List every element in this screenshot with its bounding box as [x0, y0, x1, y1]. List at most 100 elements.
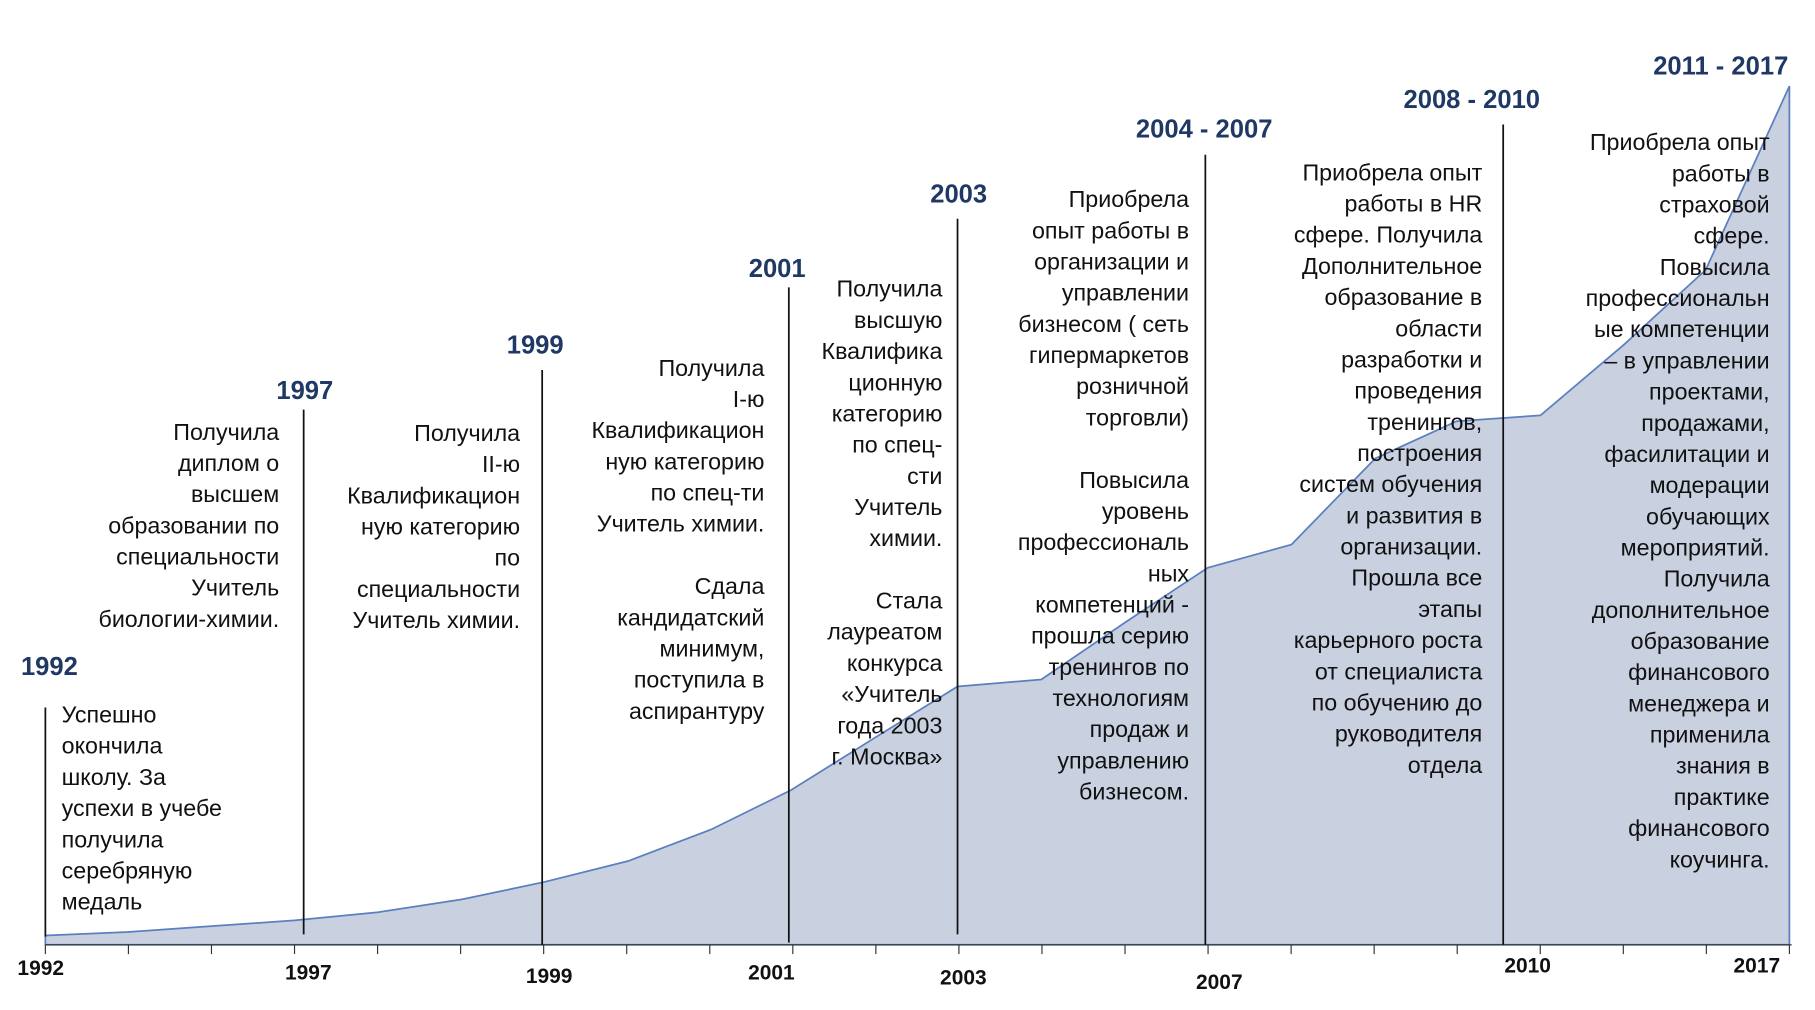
milestone-text: Квалификацион [347, 482, 520, 508]
milestone-text: «Учитель [841, 681, 942, 707]
milestone-text: фасилитации и [1604, 441, 1769, 467]
milestone-text: диплом о [178, 450, 279, 476]
milestone-text: применила [1650, 722, 1770, 748]
milestone-text: Квалификацион [591, 417, 764, 443]
milestone-text: Приобрела опыт [1302, 159, 1482, 185]
milestone-text: организации. [1340, 534, 1482, 560]
milestone-text: лауреатом [827, 619, 942, 645]
milestone-text: торговли) [1086, 404, 1189, 430]
axis-label: 1992 [17, 957, 64, 980]
milestone-text: категорию [832, 400, 943, 426]
milestone-text: финансового [1628, 815, 1769, 841]
milestone-text: специальности [116, 544, 279, 570]
milestone-text: химии. [869, 525, 942, 551]
milestone-text: Дополнительное [1302, 253, 1482, 279]
milestone-text: образование в [1324, 284, 1482, 310]
milestone-text: уровень [1102, 498, 1189, 524]
milestone-text: по спец-ти [651, 480, 765, 506]
milestone-text: сфере. [1694, 223, 1770, 249]
milestone-text: Получила [658, 355, 764, 381]
milestone-text: ных [1148, 560, 1190, 586]
milestone-text: технологиям [1053, 685, 1190, 711]
milestone-text: кандидатский [617, 604, 764, 630]
milestone-text: организации и [1034, 249, 1189, 275]
milestone-text: высшую [854, 307, 942, 333]
milestone-year: 1997 [276, 377, 333, 405]
milestone-text: Квалифика [822, 338, 943, 364]
milestone-text: минимум, [660, 635, 765, 661]
milestone-text: высшем [191, 481, 279, 507]
milestone-text: Получила [836, 276, 942, 302]
milestone-text: профессиональн [1586, 285, 1770, 311]
milestone-year: 1992 [21, 653, 78, 681]
milestone-text: от специалиста [1315, 658, 1482, 684]
milestone-text: – в управлении [1604, 347, 1769, 373]
milestone-text: отдела [1408, 752, 1483, 778]
milestone-text: тренингов по [1049, 654, 1189, 680]
milestone-text: г. Москва» [832, 743, 943, 769]
milestone-text: Учитель химии. [352, 607, 520, 633]
milestone-year: 2004 - 2007 [1136, 115, 1273, 143]
axis-label: 1999 [526, 965, 573, 988]
milestone-text: продаж и [1090, 716, 1189, 742]
milestone-text: Повысила [1660, 254, 1770, 280]
milestone-text: менеджера и [1628, 690, 1770, 716]
milestone-text: карьерного роста [1294, 627, 1483, 653]
milestone-text: прошла серию [1031, 623, 1189, 649]
milestone-text: ые компетенции [1594, 316, 1770, 342]
milestone-text: окончила [62, 733, 163, 759]
milestone-text: опыт работы в [1032, 217, 1189, 243]
milestone-text: Повысила [1079, 467, 1189, 493]
milestone-text: профессиональ [1018, 529, 1189, 555]
milestone-year: 2003 [930, 180, 987, 208]
milestone-year: 2011 - 2017 [1653, 53, 1788, 81]
milestone-text: модерации [1650, 472, 1770, 498]
milestone-text: получила [62, 826, 164, 852]
milestone-text: Приобрела опыт [1590, 129, 1770, 155]
axis-label: 2003 [940, 966, 987, 989]
milestone-text: построения [1357, 440, 1482, 466]
axis-label: 1997 [285, 962, 332, 985]
milestone-text: поступила в [634, 667, 765, 693]
milestone-text: мероприятий. [1621, 534, 1770, 560]
milestone-text: сти [907, 463, 942, 489]
milestone-text: специальности [357, 576, 520, 602]
milestone-text: Получила [173, 419, 279, 445]
milestone-text: года 2003 [837, 712, 942, 738]
milestone-year: 2001 [749, 255, 806, 283]
milestone-text: биологии-химии. [99, 606, 280, 632]
milestone-text: продажами, [1641, 410, 1769, 436]
milestone-text: работы в [1672, 160, 1770, 186]
milestone-text: успехи в учебе [62, 795, 222, 821]
milestone-text: гипермаркетов [1029, 342, 1189, 368]
milestone-text: Сдала [695, 573, 765, 599]
milestone-text: коучинга. [1670, 846, 1770, 872]
milestone-text: систем обучения [1299, 471, 1482, 497]
milestone-text: проектами, [1649, 379, 1770, 405]
milestone-text: Учитель [191, 575, 279, 601]
milestone-text: серебряную [62, 857, 193, 883]
milestone-text: Получила [414, 420, 520, 446]
milestone-text: II-ю [482, 451, 520, 477]
milestone-text: и развития в [1346, 502, 1482, 528]
milestone-text: конкурса [847, 650, 943, 676]
milestone-text: I-ю [733, 386, 765, 412]
milestone-text: финансового [1628, 659, 1769, 685]
milestone-text: школу. За [62, 764, 166, 790]
milestone-text: бизнесом ( сеть [1018, 311, 1189, 337]
growth-area [44, 85, 1791, 946]
milestone-text: проведения [1354, 378, 1482, 404]
axis-label: 2010 [1504, 955, 1551, 978]
axis-label: 2007 [1196, 971, 1243, 994]
milestone-text: управлении [1062, 280, 1189, 306]
milestone-text: Получила [1664, 566, 1770, 592]
milestone-text: Приобрела [1069, 186, 1190, 212]
milestone-year: 1999 [507, 332, 564, 360]
milestone-text: по спец- [852, 432, 942, 458]
milestone-text: этапы [1418, 596, 1482, 622]
milestone-text: компетенций - [1035, 592, 1189, 618]
axis-label: 2017 [1734, 955, 1781, 978]
milestone-text: бизнесом. [1079, 779, 1189, 805]
milestone-text: знания в [1676, 753, 1770, 779]
milestone-text: тренингов, [1367, 409, 1482, 435]
